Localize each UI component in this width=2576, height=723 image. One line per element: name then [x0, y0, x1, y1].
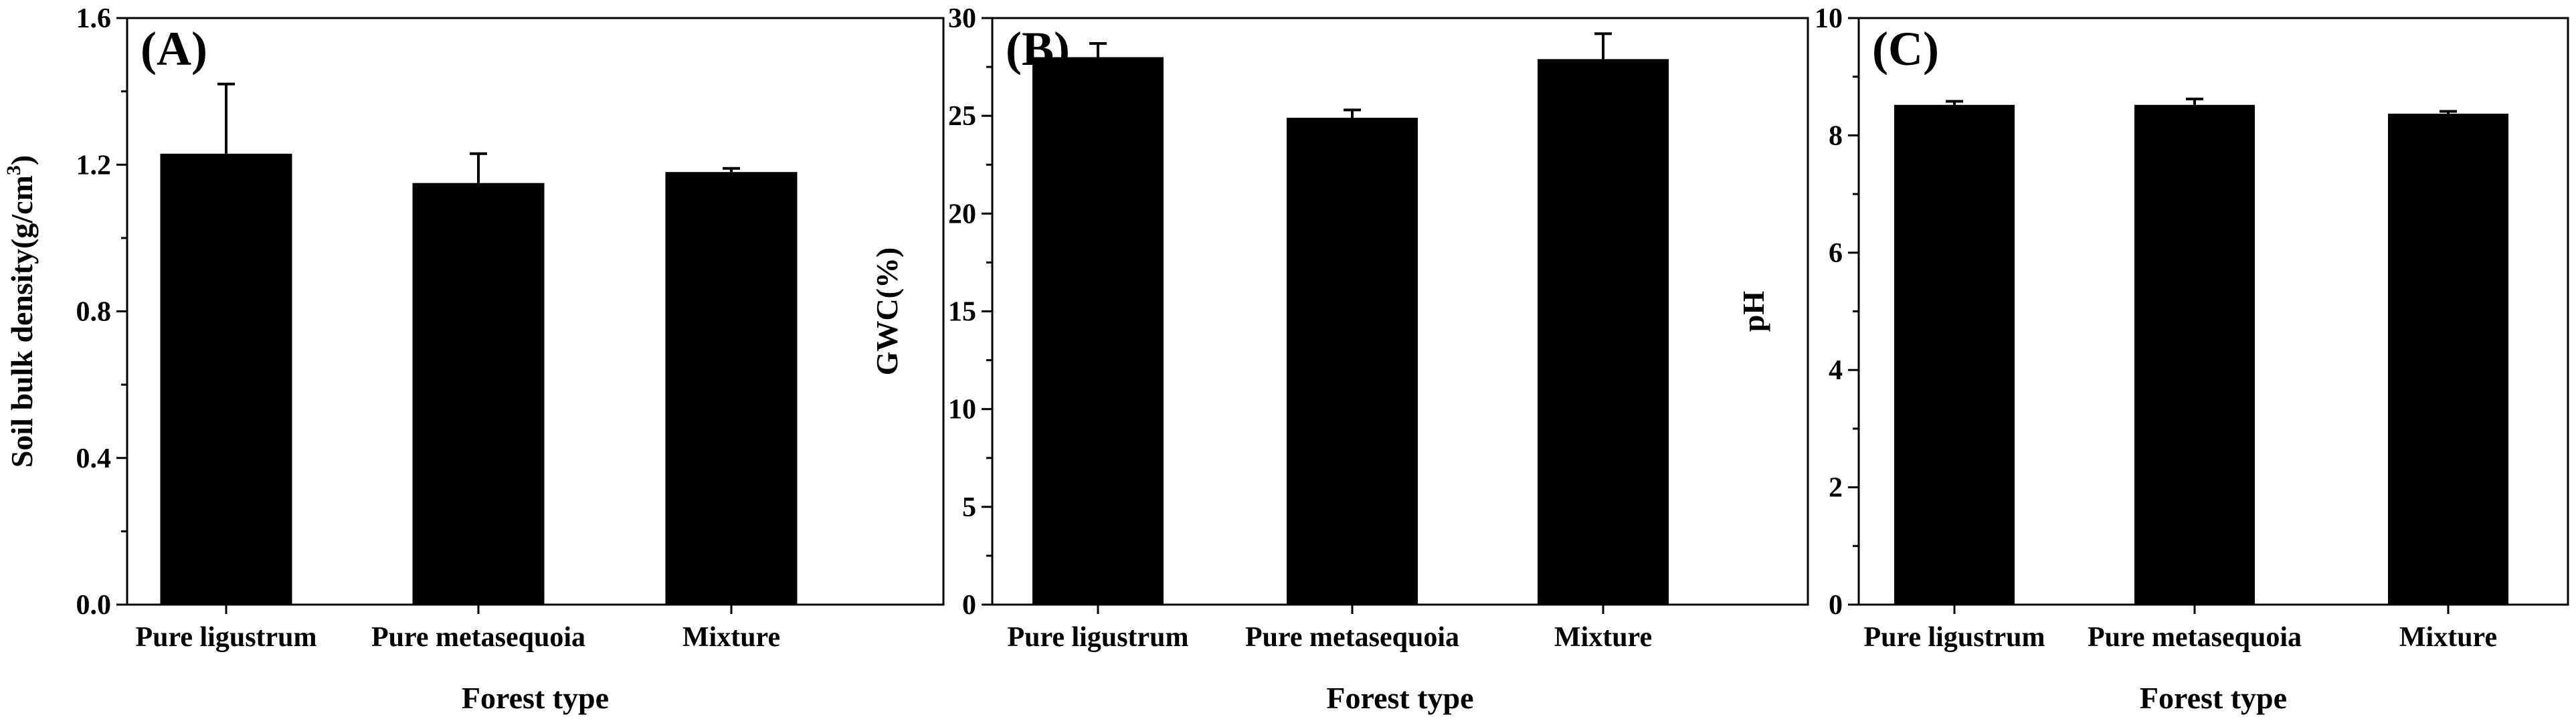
bar [2134, 104, 2255, 605]
bar [412, 183, 545, 605]
panel-label: (C) [1872, 22, 1939, 76]
x-tick-label: Mixture [1554, 622, 1652, 653]
chart-panel-0: 0.0 0.4 0.8 1.2 1.6 Pure ligustrum Pure metase… [3, 3, 945, 715]
bar [665, 172, 798, 605]
x-axis-title: Forest type [1326, 681, 1473, 715]
y-tick-label: 10 [1815, 3, 1843, 34]
y-tick-label: 0.0 [76, 590, 112, 621]
x-tick-label: Mixture [682, 622, 780, 653]
x-tick-label: Pure ligustrum [1863, 622, 2045, 653]
y-tick-label: 10 [948, 395, 976, 425]
chart-panel-1: 0 5 10 15 20 25 30 Pure ligustrum Pure metasequo… [870, 3, 1809, 715]
y-axis-title: pH [1736, 291, 1770, 332]
y-axis-title-main: Soil bulk density(g/cm [5, 175, 39, 468]
y-axis-title-suffix: ) [5, 155, 39, 165]
y-tick-label: 5 [962, 492, 976, 523]
bar [160, 153, 292, 605]
bar [2388, 113, 2508, 605]
x-tick-label: Pure ligustrum [135, 622, 316, 653]
x-tick-label: Pure ligustrum [1007, 622, 1188, 653]
y-tick-label: 2 [1829, 473, 1843, 504]
panel-label: (A) [141, 22, 207, 76]
bar [1287, 118, 1418, 605]
x-axis-title: Forest type [2140, 681, 2287, 715]
x-tick-label: Mixture [2399, 622, 2497, 653]
y-axis-title-superscript: 3 [3, 165, 25, 175]
y-tick-label: 8 [1829, 120, 1843, 151]
y-tick-label: 0 [1829, 590, 1843, 621]
y-tick-label: 30 [948, 3, 976, 34]
bar [1032, 57, 1164, 605]
y-tick-label: 0 [962, 590, 976, 621]
y-tick-label: 0.8 [76, 297, 112, 328]
y-tick-label: 25 [948, 101, 976, 132]
y-tick-label: 20 [948, 199, 976, 229]
y-tick-label: 15 [948, 297, 976, 328]
x-tick-label: Pure metasequoia [2088, 622, 2302, 653]
y-tick-label: 1.6 [76, 3, 112, 34]
y-axis-title: Soil bulk density(g/cm3) [3, 155, 39, 468]
x-axis-title: Forest type [462, 681, 609, 715]
y-tick-label: 0.4 [76, 443, 112, 474]
y-axis-title: GWC(%) [870, 247, 904, 376]
bar [1894, 104, 2015, 605]
bar [1538, 59, 1669, 605]
y-axis-title-main: GWC(%) [870, 247, 904, 376]
y-axis-title-main: pH [1736, 291, 1770, 332]
panel-label: (B) [1006, 22, 1070, 76]
y-tick-label: 1.2 [76, 150, 112, 181]
chart-panel-2: 0 2 4 6 8 10 Pure ligustrum Pure metasequoia Mix… [1736, 3, 2569, 715]
y-tick-label: 4 [1829, 355, 1843, 386]
x-tick-label: Pure metasequoia [371, 622, 585, 653]
y-tick-label: 6 [1829, 238, 1843, 269]
x-tick-label: Pure metasequoia [1245, 622, 1459, 653]
